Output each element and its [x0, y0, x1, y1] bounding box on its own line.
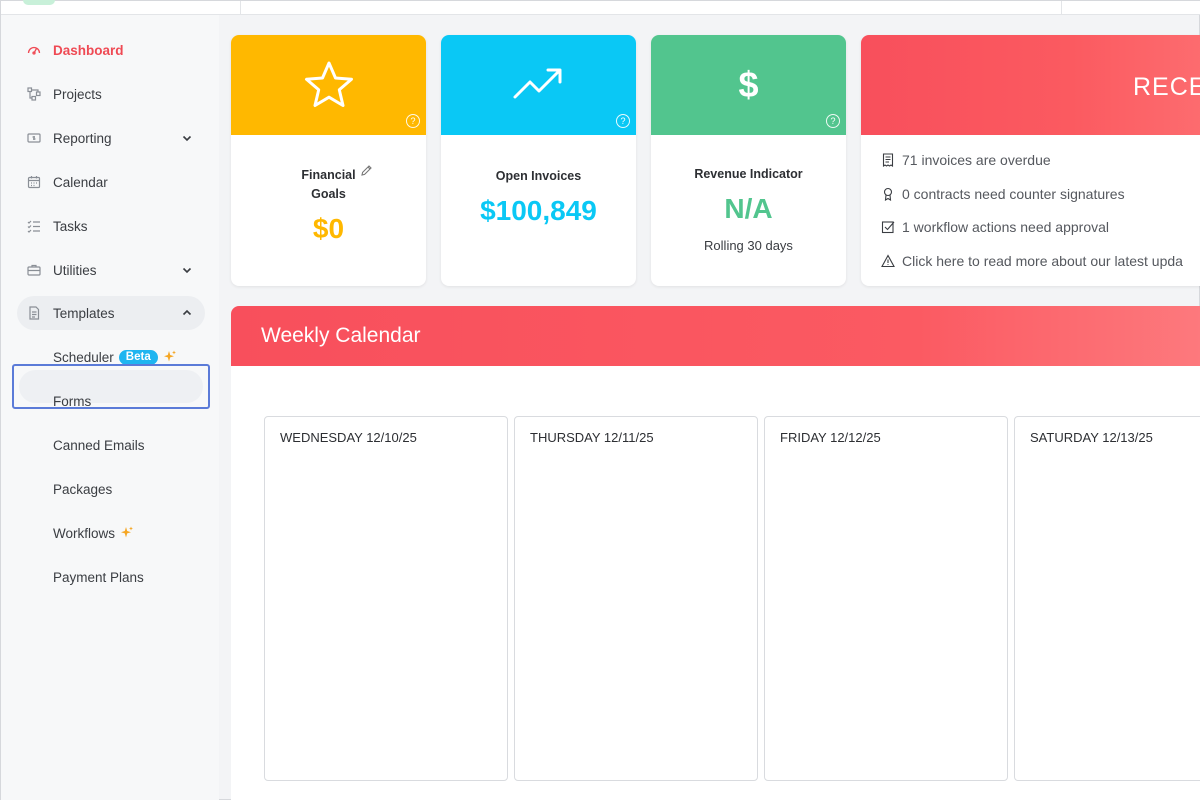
trend-up-icon — [513, 68, 561, 99]
logo[interactable] — [23, 0, 55, 5]
sidebar-item-label: Dashboard — [53, 42, 124, 58]
calendar-day-column[interactable]: WEDNESDAY 12/10/25 — [264, 416, 508, 781]
sidebar-item-label: Calendar — [53, 174, 108, 190]
calendar-day-label: FRIDAY 12/12/25 — [780, 430, 881, 445]
recent-row-text: 0 contracts need counter signatures — [902, 186, 1125, 202]
sidebar-item-label: Tasks — [53, 218, 88, 234]
sparkle-icon — [121, 526, 134, 538]
utilities-icon — [27, 264, 41, 276]
projects-icon — [27, 87, 41, 101]
sidebar-item-label: Reporting — [53, 130, 112, 146]
tasks-icon — [27, 220, 40, 233]
financial-goals-label-1: Financial — [301, 168, 356, 182]
recent-row-text: 1 workflow actions need approval — [902, 219, 1110, 235]
revenue-indicator-period: Rolling 30 days — [704, 238, 793, 253]
edit-pencil-icon[interactable] — [360, 164, 373, 177]
weekly-calendar-title: Weekly Calendar — [261, 324, 421, 347]
sidebar-item-calendar[interactable]: Calendar — [17, 165, 205, 199]
recent-row-text: 71 invoices are overdue — [902, 152, 1051, 168]
star-icon — [304, 61, 353, 107]
sidebar-item-reporting[interactable]: Reporting — [17, 121, 205, 155]
sidebar-subitem-label: Scheduler — [53, 349, 114, 365]
sidebar-item-utilities[interactable]: Utilities — [17, 253, 205, 287]
recent-activity-card: RECE 71 invoices are overdue 0 contracts… — [861, 35, 1200, 286]
sidebar-subitem-label: Workflows — [53, 525, 116, 541]
sparkle-icon — [163, 350, 176, 362]
financial-goals-card[interactable]: ? Financial Goals $0 — [231, 35, 426, 286]
beta-badge: Beta — [118, 349, 158, 365]
sidebar-subitem-forms-label[interactable]: Forms — [53, 391, 91, 411]
chevron-down-icon[interactable] — [181, 264, 193, 276]
sidebar-item-projects[interactable]: Projects — [17, 77, 205, 111]
revenue-indicator-label: Revenue Indicator — [694, 167, 803, 181]
help-icon[interactable]: ? — [826, 114, 840, 128]
open-invoices-label: Open Invoices — [495, 169, 582, 183]
help-icon[interactable]: ? — [616, 114, 630, 128]
sidebar-subitem-label: Payment Plans — [53, 569, 144, 585]
open-invoices-card[interactable]: ? Open Invoices $100,849 — [441, 35, 636, 286]
recent-row-overdue-invoices[interactable]: 71 invoices are overdue — [881, 150, 1051, 170]
revenue-indicator-banner: $ ? — [651, 35, 846, 135]
calendar-day-column[interactable]: SATURDAY 12/13/25 — [1014, 416, 1200, 781]
weekly-calendar-banner: Weekly Calendar — [231, 306, 1200, 366]
sidebar-subitem-label: Forms — [53, 393, 92, 409]
calendar-icon — [27, 176, 41, 189]
financial-goals-banner: ? — [231, 35, 426, 135]
sidebar-subitem-canned-emails[interactable]: Canned Emails — [53, 435, 145, 455]
recent-activity-banner: RECE — [861, 35, 1200, 135]
forms-selection-highlight — [12, 364, 210, 409]
recent-row-text: Click here to read more about our latest… — [902, 253, 1183, 269]
sidebar-item-dashboard[interactable]: Dashboard — [17, 33, 205, 67]
sidebar-subitem-label: Canned Emails — [53, 437, 145, 453]
recent-row-workflow-actions[interactable]: 1 workflow actions need approval — [881, 217, 1109, 237]
recent-row-contracts[interactable]: 0 contracts need counter signatures — [881, 184, 1125, 204]
calendar-day-column[interactable]: FRIDAY 12/12/25 — [764, 416, 1008, 781]
calendar-day-label: WEDNESDAY 12/10/25 — [280, 430, 417, 445]
reporting-icon — [27, 133, 41, 143]
recent-row-latest-updates[interactable]: Click here to read more about our latest… — [881, 251, 1183, 271]
help-icon[interactable]: ? — [406, 114, 420, 128]
sidebar-item-label: Utilities — [53, 262, 97, 278]
sidebar: Dashboard Projects Reporting Calendar Ta… — [1, 15, 219, 800]
sidebar-subitem-workflows[interactable]: Workflows — [53, 523, 134, 543]
receipt-icon — [882, 153, 894, 167]
top-bar-divider — [240, 1, 241, 15]
sidebar-subitem-payment-plans[interactable]: Payment Plans — [53, 567, 144, 587]
calendar-day-label: SATURDAY 12/13/25 — [1030, 430, 1153, 445]
sidebar-subitem-label: Packages — [53, 481, 113, 497]
calendar-day-column[interactable]: THURSDAY 12/11/25 — [514, 416, 758, 781]
dollar-icon: $ — [738, 64, 759, 105]
warning-icon — [881, 254, 895, 268]
weekly-calendar: Weekly Calendar WEDNESDAY 12/10/25 THURS… — [231, 306, 1200, 800]
top-bar-divider — [1061, 1, 1062, 15]
revenue-indicator-card[interactable]: $ ? Revenue Indicator N/A Rolling 30 day… — [651, 35, 846, 286]
checkbox-icon — [881, 221, 895, 234]
sidebar-subitem-packages[interactable]: Packages — [53, 479, 112, 499]
sidebar-item-templates[interactable]: Templates — [17, 296, 205, 330]
chevron-down-icon[interactable] — [181, 132, 193, 144]
templates-icon — [29, 306, 40, 320]
sidebar-item-label: Projects — [53, 86, 102, 102]
dashboard-icon — [27, 46, 41, 55]
open-invoices-value: $100,849 — [480, 195, 597, 226]
financial-goals-value: $0 — [312, 213, 345, 244]
calendar-day-label: THURSDAY 12/11/25 — [530, 430, 654, 445]
sidebar-subitem-forms[interactable] — [19, 370, 203, 403]
top-bar — [1, 0, 1200, 15]
sidebar-item-label: Templates — [53, 305, 115, 321]
financial-goals-label-2: Goals — [311, 187, 346, 201]
revenue-indicator-value: N/A — [724, 193, 773, 224]
recent-activity-title: RECE — [1133, 73, 1200, 101]
open-invoices-banner: ? — [441, 35, 636, 135]
sidebar-item-tasks[interactable]: Tasks — [17, 209, 205, 243]
chevron-up-icon[interactable] — [181, 307, 193, 319]
award-icon — [883, 187, 893, 201]
sidebar-subitem-scheduler[interactable]: Scheduler Beta — [53, 347, 177, 367]
